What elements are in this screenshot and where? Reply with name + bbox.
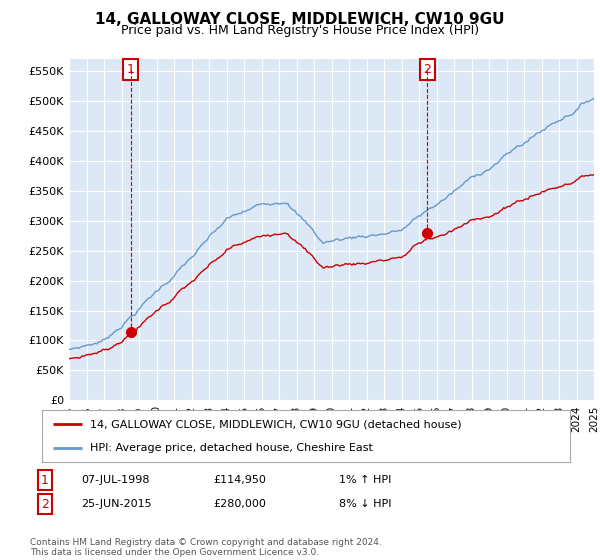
Text: 8% ↓ HPI: 8% ↓ HPI [339,499,391,509]
Text: Contains HM Land Registry data © Crown copyright and database right 2024.
This d: Contains HM Land Registry data © Crown c… [30,538,382,557]
Text: 2: 2 [41,497,49,511]
Text: Price paid vs. HM Land Registry's House Price Index (HPI): Price paid vs. HM Land Registry's House … [121,24,479,37]
Text: 2: 2 [424,63,431,76]
Text: 07-JUL-1998: 07-JUL-1998 [81,475,149,486]
Text: £280,000: £280,000 [213,499,266,509]
Text: £114,950: £114,950 [213,475,266,486]
Text: 25-JUN-2015: 25-JUN-2015 [81,499,152,509]
Text: HPI: Average price, detached house, Cheshire East: HPI: Average price, detached house, Ches… [89,443,373,453]
Text: 1: 1 [41,474,49,487]
Text: 1% ↑ HPI: 1% ↑ HPI [339,475,391,486]
Text: 1: 1 [127,63,134,76]
Text: 14, GALLOWAY CLOSE, MIDDLEWICH, CW10 9GU: 14, GALLOWAY CLOSE, MIDDLEWICH, CW10 9GU [95,12,505,27]
Text: 14, GALLOWAY CLOSE, MIDDLEWICH, CW10 9GU (detached house): 14, GALLOWAY CLOSE, MIDDLEWICH, CW10 9GU… [89,419,461,430]
